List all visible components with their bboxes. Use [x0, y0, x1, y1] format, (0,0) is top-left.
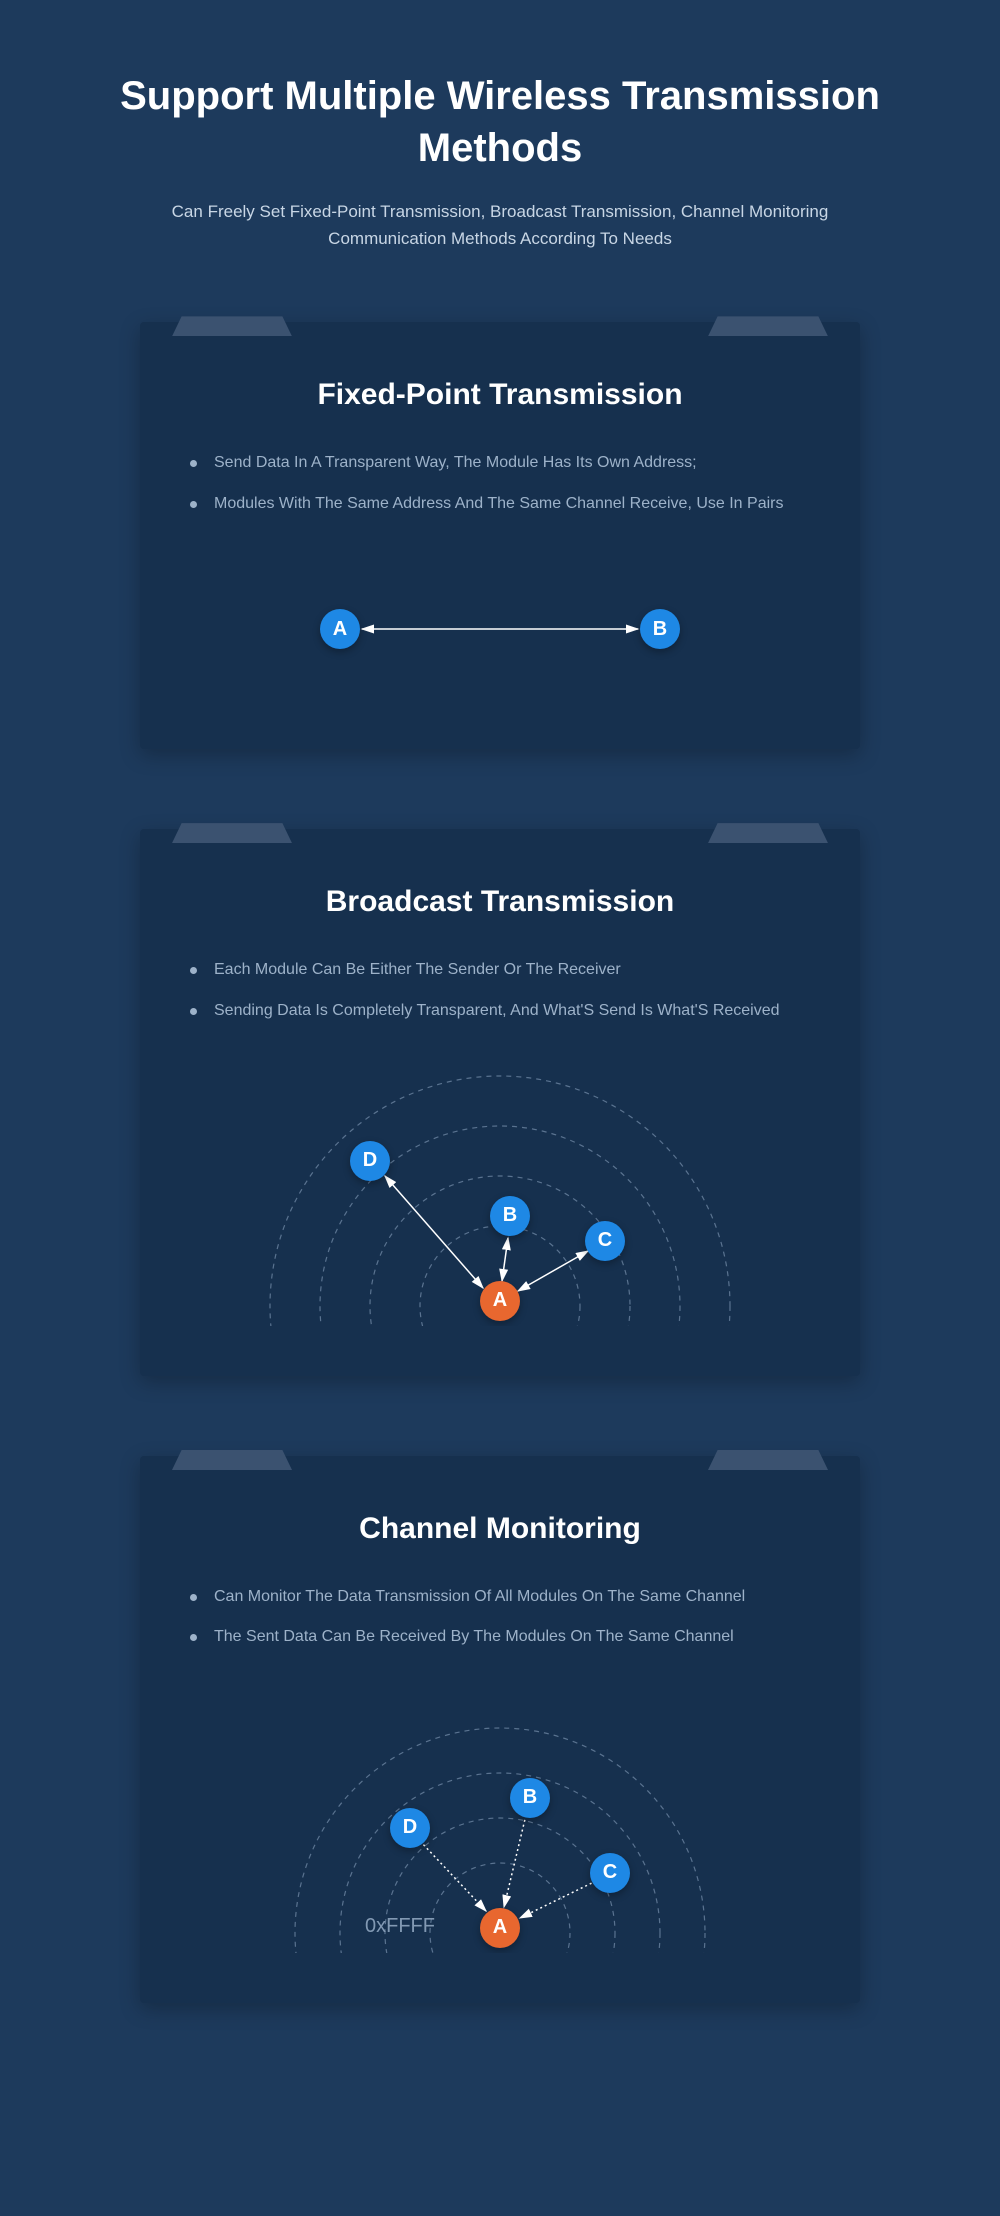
bullet-item: Each Module Can Be Either The Sender Or … [190, 955, 810, 985]
node-label: A [493, 1916, 507, 1939]
node-label: B [653, 618, 667, 641]
card-title: Channel Monitoring [190, 1512, 810, 1546]
node-c: C [585, 1221, 625, 1261]
node-label: D [363, 1149, 377, 1172]
card-channel-monitoring: Channel Monitoring Can Monitor The Data … [140, 1456, 860, 2003]
node-d: D [350, 1141, 390, 1181]
bullet-item: Modules With The Same Address And The Sa… [190, 489, 810, 519]
node-a: A [320, 609, 360, 649]
bullet-list: Can Monitor The Data Transmission Of All… [190, 1582, 810, 1653]
diagram-svg [190, 559, 810, 699]
card-title: Broadcast Transmission [190, 885, 810, 919]
node-d: D [390, 1808, 430, 1848]
node-a: A [480, 1908, 520, 1948]
card-title: Fixed-Point Transmission [190, 378, 810, 412]
bullet-item: The Sent Data Can Be Received By The Mod… [190, 1622, 810, 1652]
node-label: A [333, 618, 347, 641]
card-fixed-point: Fixed-Point Transmission Send Data In A … [140, 322, 860, 749]
node-b: B [510, 1778, 550, 1818]
node-label: A [493, 1289, 507, 1312]
diagram-broadcast: A B C D [190, 1066, 810, 1326]
node-b: B [490, 1196, 530, 1236]
diagram-channel-monitoring: 0xFFFF A B C D [190, 1693, 810, 1953]
node-label: B [503, 1204, 517, 1227]
node-label: C [603, 1861, 617, 1884]
node-b: B [640, 609, 680, 649]
card-broadcast: Broadcast Transmission Each Module Can B… [140, 829, 860, 1376]
node-label: D [403, 1816, 417, 1839]
channel-address-label: 0xFFFF [365, 1915, 435, 1938]
bullet-list: Each Module Can Be Either The Sender Or … [190, 955, 810, 1026]
diagram-fixed-point: A B [190, 559, 810, 699]
node-c: C [590, 1853, 630, 1893]
bullet-item: Can Monitor The Data Transmission Of All… [190, 1582, 810, 1612]
bullet-item: Sending Data Is Completely Transparent, … [190, 996, 810, 1026]
page-title: Support Multiple Wireless Transmission M… [80, 70, 920, 174]
page-header: Support Multiple Wireless Transmission M… [0, 70, 1000, 252]
node-label: C [598, 1229, 612, 1252]
bullet-list: Send Data In A Transparent Way, The Modu… [190, 448, 810, 519]
node-label: B [523, 1786, 537, 1809]
page-subtitle: Can Freely Set Fixed-Point Transmission,… [140, 198, 860, 252]
node-a: A [480, 1281, 520, 1321]
bullet-item: Send Data In A Transparent Way, The Modu… [190, 448, 810, 478]
